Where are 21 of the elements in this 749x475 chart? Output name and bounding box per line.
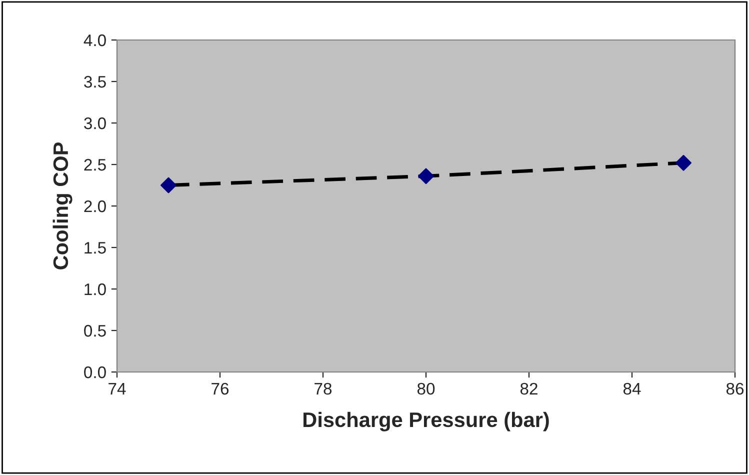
y-tick-label: 3.5: [84, 76, 106, 88]
point: [160, 177, 176, 194]
x-tick-label: 82: [520, 382, 538, 395]
x-tick-label: 84: [623, 382, 641, 395]
y-tick-label: 2.5: [84, 158, 106, 171]
y-tick-label: 1.5: [84, 242, 106, 254]
y-tick-label: 0.0: [84, 366, 106, 378]
y-tick-label: 3.0: [84, 117, 106, 130]
y-tick-label: 4.0: [84, 34, 106, 46]
x-tick-label: 80: [417, 382, 435, 395]
x-tick-label: 76: [212, 382, 229, 395]
point: [418, 168, 434, 184]
x-tick-label: 78: [314, 382, 332, 395]
point: [676, 154, 692, 171]
x-tick-label: 74: [108, 383, 126, 394]
y-tick-label: 2.0: [84, 200, 106, 212]
y-axis-title: Cooling COP: [52, 142, 72, 270]
y-tick-label: 1.0: [84, 283, 106, 296]
x-axis-title: Discharge Pressure (bar): [304, 412, 549, 432]
x-tick-label: 86: [726, 382, 744, 395]
y-tick-label: 0.5: [84, 324, 106, 337]
